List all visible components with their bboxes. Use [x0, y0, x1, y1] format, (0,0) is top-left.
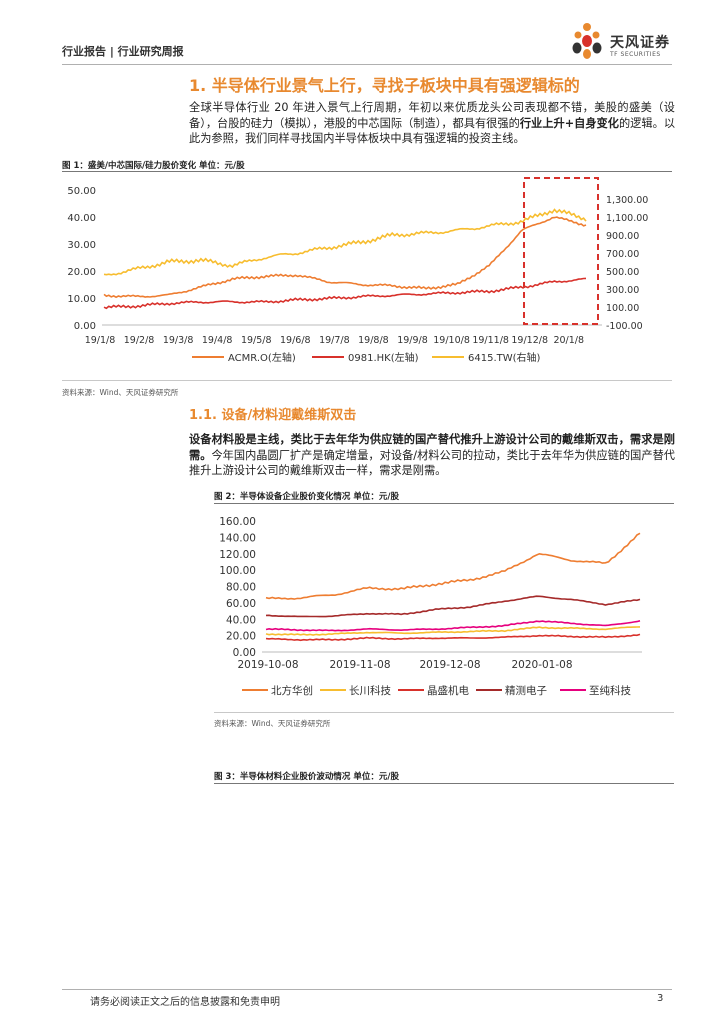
figure-2-bottom-rule [214, 712, 674, 713]
y-tick-label: 40.00 [226, 614, 256, 626]
y-tick-label: 120.00 [219, 549, 256, 561]
figure-2-source: 资料来源：Wind、天风证券研究所 [214, 719, 331, 728]
y-left-tick-label: 0.00 [74, 321, 96, 332]
figure-1-top-rule [62, 171, 672, 172]
y-right-tick-label: 100.00 [606, 303, 639, 314]
x-tick-label: 19/9/8 [397, 335, 428, 346]
series-line [265, 532, 641, 600]
figure-1-title: 图 1：盛美/中芯国际/硅力股价变化 单位：元/股 [62, 161, 245, 171]
header-breadcrumb: 行业报告 | 行业研究周报 [62, 45, 184, 58]
series-line [103, 277, 587, 310]
section-1-tail: 的逻辑。以此为参照，我们同样寻找国内半导体板块中具有强逻辑的投资主线。 [189, 116, 676, 146]
section-1-paragraph: 全球半导体行业 20 年进入景气上行周期，年初以来优质龙头公司表现都不错，美股的… [189, 100, 675, 147]
x-tick-label: 19/2/8 [124, 335, 155, 346]
section-1-bold: 行业上升+自身变化 [519, 116, 619, 130]
legend-label: 0981.HK(左轴) [348, 351, 419, 364]
y-left-tick-label: 30.00 [67, 240, 96, 251]
y-left-tick-label: 40.00 [67, 213, 96, 224]
legend-label: 至纯科技 [589, 684, 631, 697]
y-tick-label: 20.00 [226, 631, 256, 643]
series-line [265, 626, 641, 636]
x-tick-label: 20/1/8 [553, 335, 584, 346]
figure-3-title: 图 3：半导体材料企业股价波动情况 单位：元/股 [214, 772, 399, 782]
x-tick-label: 2020-01-08 [511, 659, 572, 671]
y-tick-label: 100.00 [219, 565, 256, 577]
series-line [265, 620, 641, 632]
y-left-tick-label: 50.00 [67, 186, 96, 197]
legend-label: 长川科技 [349, 684, 391, 697]
x-tick-label: 19/8/8 [358, 335, 389, 346]
figure-2-top-rule [214, 503, 674, 504]
series-line [265, 595, 641, 618]
logo-name-cn: 天风证券 [610, 35, 670, 51]
y-left-tick-label: 10.00 [67, 294, 96, 305]
legend-label: 精测电子 [505, 684, 547, 697]
figure-1-chart: 0.00 10.00 20.00 30.00 40.00 50.00 -100.00 100.… [67, 177, 648, 364]
legend-label: 北方华创 [271, 684, 313, 697]
y-right-tick-label: 1,300.00 [606, 195, 648, 206]
tf-logo-icon [572, 23, 602, 59]
y-right-tick-label: 1,100.00 [606, 213, 648, 224]
series-line [103, 216, 587, 299]
legend-label: 6415.TW(右轴) [468, 351, 541, 364]
x-tick-label: 19/1/8 [85, 335, 116, 346]
figure-2-title: 图 2：半导体设备企业股价变化情况 单位：元/股 [214, 492, 399, 502]
section-1-title: 1. 半导体行业景气上行，寻找子板块中具有强逻辑标的 [189, 76, 580, 95]
figure-1-source: 资料来源：Wind、天风证券研究所 [62, 388, 179, 397]
y-tick-label: 140.00 [219, 532, 256, 544]
x-tick-label: 19/3/8 [163, 335, 194, 346]
x-tick-label: 19/12/8 [511, 335, 548, 346]
x-tick-label: 2019-12-08 [419, 659, 480, 671]
x-tick-label: 2019-10-08 [237, 659, 298, 671]
legend-label: 晶盛机电 [427, 684, 469, 697]
legend-label: ACMR.O(左轴) [228, 351, 296, 364]
y-tick-label: 80.00 [226, 582, 256, 594]
header-divider [62, 64, 672, 65]
section-1-1-title: 1.1. 设备/材料迎戴维斯双击 [189, 408, 357, 423]
figure-2-chart: 0.00 20.00 40.00 60.00 80.00 100.00 120.00 140.… [219, 516, 642, 697]
section-1-text: 全球半导体行业 20 年进入景气上行周期，年初以来优质龙头公司表现都不错，美股的… [189, 101, 675, 130]
highlight-box [523, 177, 599, 325]
y-right-tick-label: 300.00 [606, 285, 639, 296]
section-1-1-paragraph: 设备材料股是主线，类比于去年华为供应链的国产替代推升上游设计公司的戴维斯双击，需… [189, 432, 675, 479]
y-left-tick-label: 20.00 [67, 267, 96, 278]
footer-divider [62, 989, 672, 990]
figure-1-bottom-rule [62, 380, 672, 381]
y-right-tick-label: 700.00 [606, 249, 639, 260]
y-tick-label: 160.00 [219, 516, 256, 528]
figure-3-top-rule [214, 783, 674, 784]
series-line [265, 633, 641, 642]
y-right-tick-label: -100.00 [606, 321, 643, 332]
x-tick-label: 19/4/8 [202, 335, 233, 346]
section-1-1-text: 今年国内晶圆厂扩产是确定增量，对设备/材料公司的拉动，类比于去年华为供应链的国产… [189, 448, 675, 478]
y-right-tick-label: 500.00 [606, 267, 639, 278]
x-tick-label: 19/6/8 [280, 335, 311, 346]
x-tick-label: 19/7/8 [319, 335, 350, 346]
x-tick-label: 19/11/8 [472, 335, 509, 346]
x-tick-label: 19/5/8 [241, 335, 272, 346]
y-right-tick-label: 900.00 [606, 231, 639, 242]
logo-name-en: TF SECURITIES [610, 51, 661, 58]
x-tick-label: 19/10/8 [433, 335, 470, 346]
series-line [103, 208, 587, 276]
page-number: 3 [657, 993, 664, 1004]
section-1-1-bold: 设备材料股是主线，类比于去年华为供应链的国产替代推升上游设计公司的戴维斯双击，需… [189, 433, 675, 462]
x-tick-label: 2019-11-08 [329, 659, 390, 671]
y-tick-label: 60.00 [226, 598, 256, 610]
y-tick-label: 0.00 [233, 647, 256, 659]
footer-disclaimer: 请务必阅读正文之后的信息披露和免责申明 [90, 997, 280, 1008]
